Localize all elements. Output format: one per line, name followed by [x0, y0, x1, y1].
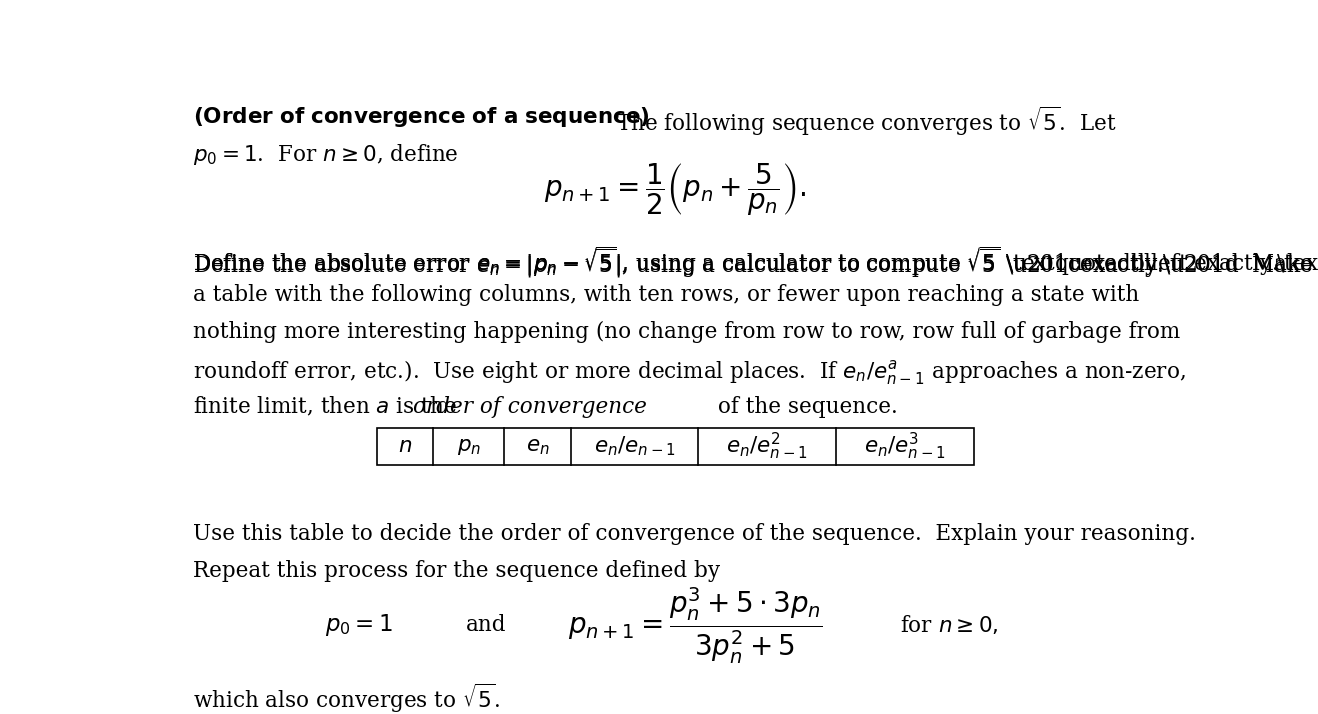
Bar [377, 428, 974, 465]
Text: $p_0 = 1$: $p_0 = 1$ [324, 613, 393, 638]
Text: $\mathbf{(Order\ of\ convergence\ of\ a\ sequence)}$: $\mathbf{(Order\ of\ convergence\ of\ a\… [194, 105, 650, 129]
Text: roundoff error, etc.).  Use eight or more decimal places.  If $e_n/e_{n-1}^a$ ap: roundoff error, etc.). Use eight or more… [194, 358, 1186, 386]
Text: of the sequence.: of the sequence. [712, 396, 898, 418]
Text: nothing more interesting happening (no change from row to row, row full of garba: nothing more interesting happening (no c… [194, 321, 1181, 343]
Text: Define the absolute error $e_n = |p_n - \sqrt{5}|$, using a calculator to comput: Define the absolute error $e_n = |p_n - … [194, 245, 1318, 278]
Text: for $n \geq 0,$: for $n \geq 0,$ [900, 614, 999, 637]
Text: $n$: $n$ [398, 436, 413, 457]
Text: order of convergence: order of convergence [413, 396, 647, 418]
Text: $e_n/e_{n-1}^2$: $e_n/e_{n-1}^2$ [726, 431, 808, 462]
Text: $p_0 = 1$.  For $n \geq 0$, define: $p_0 = 1$. For $n \geq 0$, define [194, 142, 459, 167]
Text: Use this table to decide the order of convergence of the sequence.  Explain your: Use this table to decide the order of co… [194, 523, 1197, 545]
Text: $e_n/e_{n-1}^3$: $e_n/e_{n-1}^3$ [865, 431, 946, 462]
Text: $e_n/e_{n-1}$: $e_n/e_{n-1}$ [593, 434, 676, 458]
Text: a table with the following columns, with ten rows, or fewer upon reaching a stat: a table with the following columns, with… [194, 283, 1140, 306]
Text: $p_{n+1} = \dfrac{1}{2}\left(p_n + \dfrac{5}{p_n}\right).$: $p_{n+1} = \dfrac{1}{2}\left(p_n + \dfra… [544, 161, 807, 217]
Text: Define the absolute error $e_n = |p_n - \sqrt{5}|$, using a calculator to comput: Define the absolute error $e_n = |p_n - … [194, 245, 1314, 278]
Text: which also converges to $\sqrt{5}$.: which also converges to $\sqrt{5}$. [194, 681, 501, 714]
Text: finite limit, then $a$ is the: finite limit, then $a$ is the [194, 396, 459, 419]
Text: $p_n$: $p_n$ [456, 436, 481, 457]
Text: Repeat this process for the sequence defined by: Repeat this process for the sequence def… [194, 560, 721, 582]
Text: $p_{n+1} = \dfrac{p_n^3 + 5 \cdot 3p_n}{3p_n^2 + 5}$: $p_{n+1} = \dfrac{p_n^3 + 5 \cdot 3p_n}{… [568, 585, 824, 665]
Text: $e_n$: $e_n$ [526, 436, 550, 457]
Text: Define the absolute error $e_n = |p_n - \sqrt{5}|$, using a calculator to comput: Define the absolute error $e_n = |p_n - … [194, 246, 1314, 279]
Text: and: and [467, 615, 506, 636]
Text: The following sequence converges to $\sqrt{5}$.  Let: The following sequence converges to $\sq… [617, 105, 1116, 139]
